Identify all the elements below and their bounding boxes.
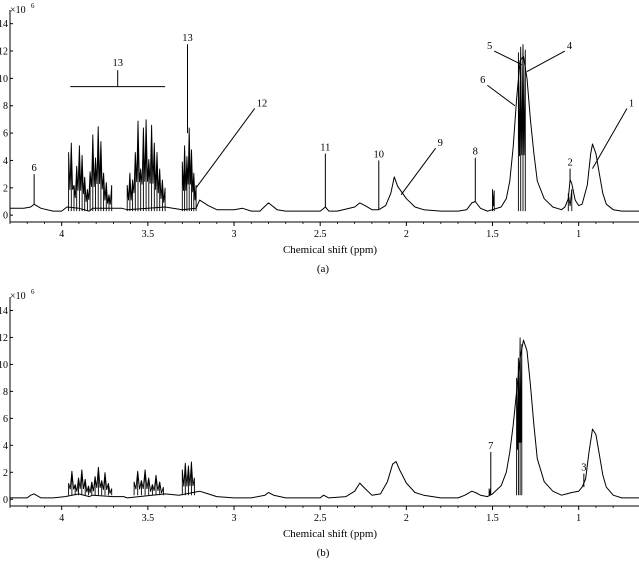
panel-a-x-tick-label: 2.5: [314, 229, 327, 240]
panel-a-peak-cluster: [492, 189, 495, 212]
panel-a-x-tick-label: 4: [59, 229, 64, 240]
panel-a-y-tick-label: 14: [0, 19, 8, 30]
panel-b-spectrum-line: [10, 339, 639, 499]
panel-a-annotation-leader: [526, 50, 566, 72]
panel-a-peak-cluster: [126, 119, 166, 212]
panel-b-y-tick-label: 4: [3, 441, 8, 452]
panel-a-peak-cluster: [68, 126, 113, 212]
panel-a-x-tick-label: 2: [404, 229, 409, 240]
panel-a-annotation-label: 4: [567, 41, 573, 52]
panel-a-spectrum-line: [10, 56, 639, 212]
panel-a-x-tick-label: 1: [576, 229, 581, 240]
panel-a-x-axis-label: Chemical shift (ppm): [283, 244, 377, 256]
panel-a-annotation-leader: [195, 108, 256, 189]
panel-a-y-tick-label: 8: [3, 101, 8, 112]
panel-b-peak-cluster: [133, 469, 164, 496]
panel-b-annotation-label: 7: [488, 441, 493, 452]
panel-a-annotation-leader: [487, 84, 516, 107]
panel-b-y-tick-label: 6: [3, 414, 8, 425]
panel-a-annotation-label: 2: [567, 158, 572, 169]
panel-a-y-tick-label: 6: [3, 129, 8, 140]
panel-a-y-tick-label: 2: [3, 183, 8, 194]
panel-b-x-tick-label: 2: [404, 513, 409, 524]
panel-a-annotation-label: 8: [473, 147, 478, 158]
panel-b-x-tick-label: 3: [232, 513, 237, 524]
panel-a-annotation-leader: [400, 147, 437, 195]
panel-a-peak-cluster: [517, 44, 526, 212]
panel-a-series-group: [10, 44, 639, 212]
panel-a-annotation-label: 1: [629, 98, 634, 109]
panel-a-annotation-label: 12: [257, 98, 268, 109]
panel-b-y-tick-label: 2: [3, 468, 8, 479]
panel-a-annotation-label: 11: [320, 143, 330, 154]
panel-a-annotation-label: 10: [374, 149, 385, 160]
panel-a-annotation-label: 6: [32, 163, 37, 174]
panel-a-x-tick-label: 3: [232, 229, 237, 240]
panel-b-y-tick-label: 10: [0, 360, 8, 371]
panel-a-annotation-leader: [494, 50, 523, 66]
panel-b-peak-cluster: [516, 337, 523, 496]
panel-a-x-tick-label: 3.5: [142, 229, 155, 240]
panel-a-annotations: 6 13 11 10 8 2 12 9 1 5 6 4 13: [32, 33, 634, 210]
panel-b-peak-cluster: [68, 466, 113, 496]
panel-a-y-multiplier: ×10: [10, 5, 26, 16]
panel-b-y-multiplier: ×10: [10, 291, 26, 302]
panel-b-x-tick-label: 1.5: [486, 513, 499, 524]
panel-b-y-tick-label: 12: [0, 333, 8, 344]
panel-a-y-tick-label: 10: [0, 74, 8, 85]
panel-a-annotation-leader: [592, 108, 628, 169]
panel-a-peak-cluster: [567, 189, 573, 212]
panel-b-y-tick-label: 8: [3, 387, 8, 398]
panel-b-peak-cluster: [181, 461, 195, 496]
panel-a-x-tick-label: 1.5: [486, 229, 499, 240]
panel-b-series-group: [10, 337, 639, 499]
panel-a-annotation-label: 13: [182, 33, 193, 44]
panel-a-annotation-label: 5: [487, 41, 492, 52]
panel-a-annotation-label: 9: [438, 138, 443, 149]
panel-a-bracket-label: 13: [112, 58, 123, 69]
panel-b-y-tick-label: 14: [0, 306, 8, 317]
panel-a-peak-cluster: [181, 127, 197, 212]
panel-b-label: (b): [317, 547, 330, 559]
panel-b-x-tick-label: 2.5: [314, 513, 327, 524]
panel-b-x-tick-label: 3.5: [142, 513, 155, 524]
panel-b-peak-cluster: [488, 487, 492, 496]
panel-b-x-tick-label: 1: [576, 513, 581, 524]
panel-b-axes: 0 2 4 6 8 10 12 14 4 3.5 3 2.5 2 1.5 1: [0, 297, 639, 524]
panel-a-y-multiplier-exponent: 6: [31, 2, 35, 10]
panel-a-y-tick-label: 12: [0, 47, 8, 58]
panel-a-y-tick-label: 0: [3, 211, 8, 222]
panel-b-x-tick-label: 4: [59, 513, 64, 524]
panel-b-x-axis-label: Chemical shift (ppm): [283, 528, 377, 540]
panel-b-annotation-label: 3: [581, 463, 586, 474]
panel-b-y-tick-label: 0: [3, 495, 8, 506]
panel-a-label: (a): [317, 263, 330, 275]
panel-b-y-multiplier-exponent: 6: [31, 288, 35, 296]
panel-a-annotation-label: 6: [480, 75, 485, 86]
panel-a-y-tick-label: 4: [3, 156, 8, 167]
panel-b-annotations: 73: [488, 441, 586, 488]
